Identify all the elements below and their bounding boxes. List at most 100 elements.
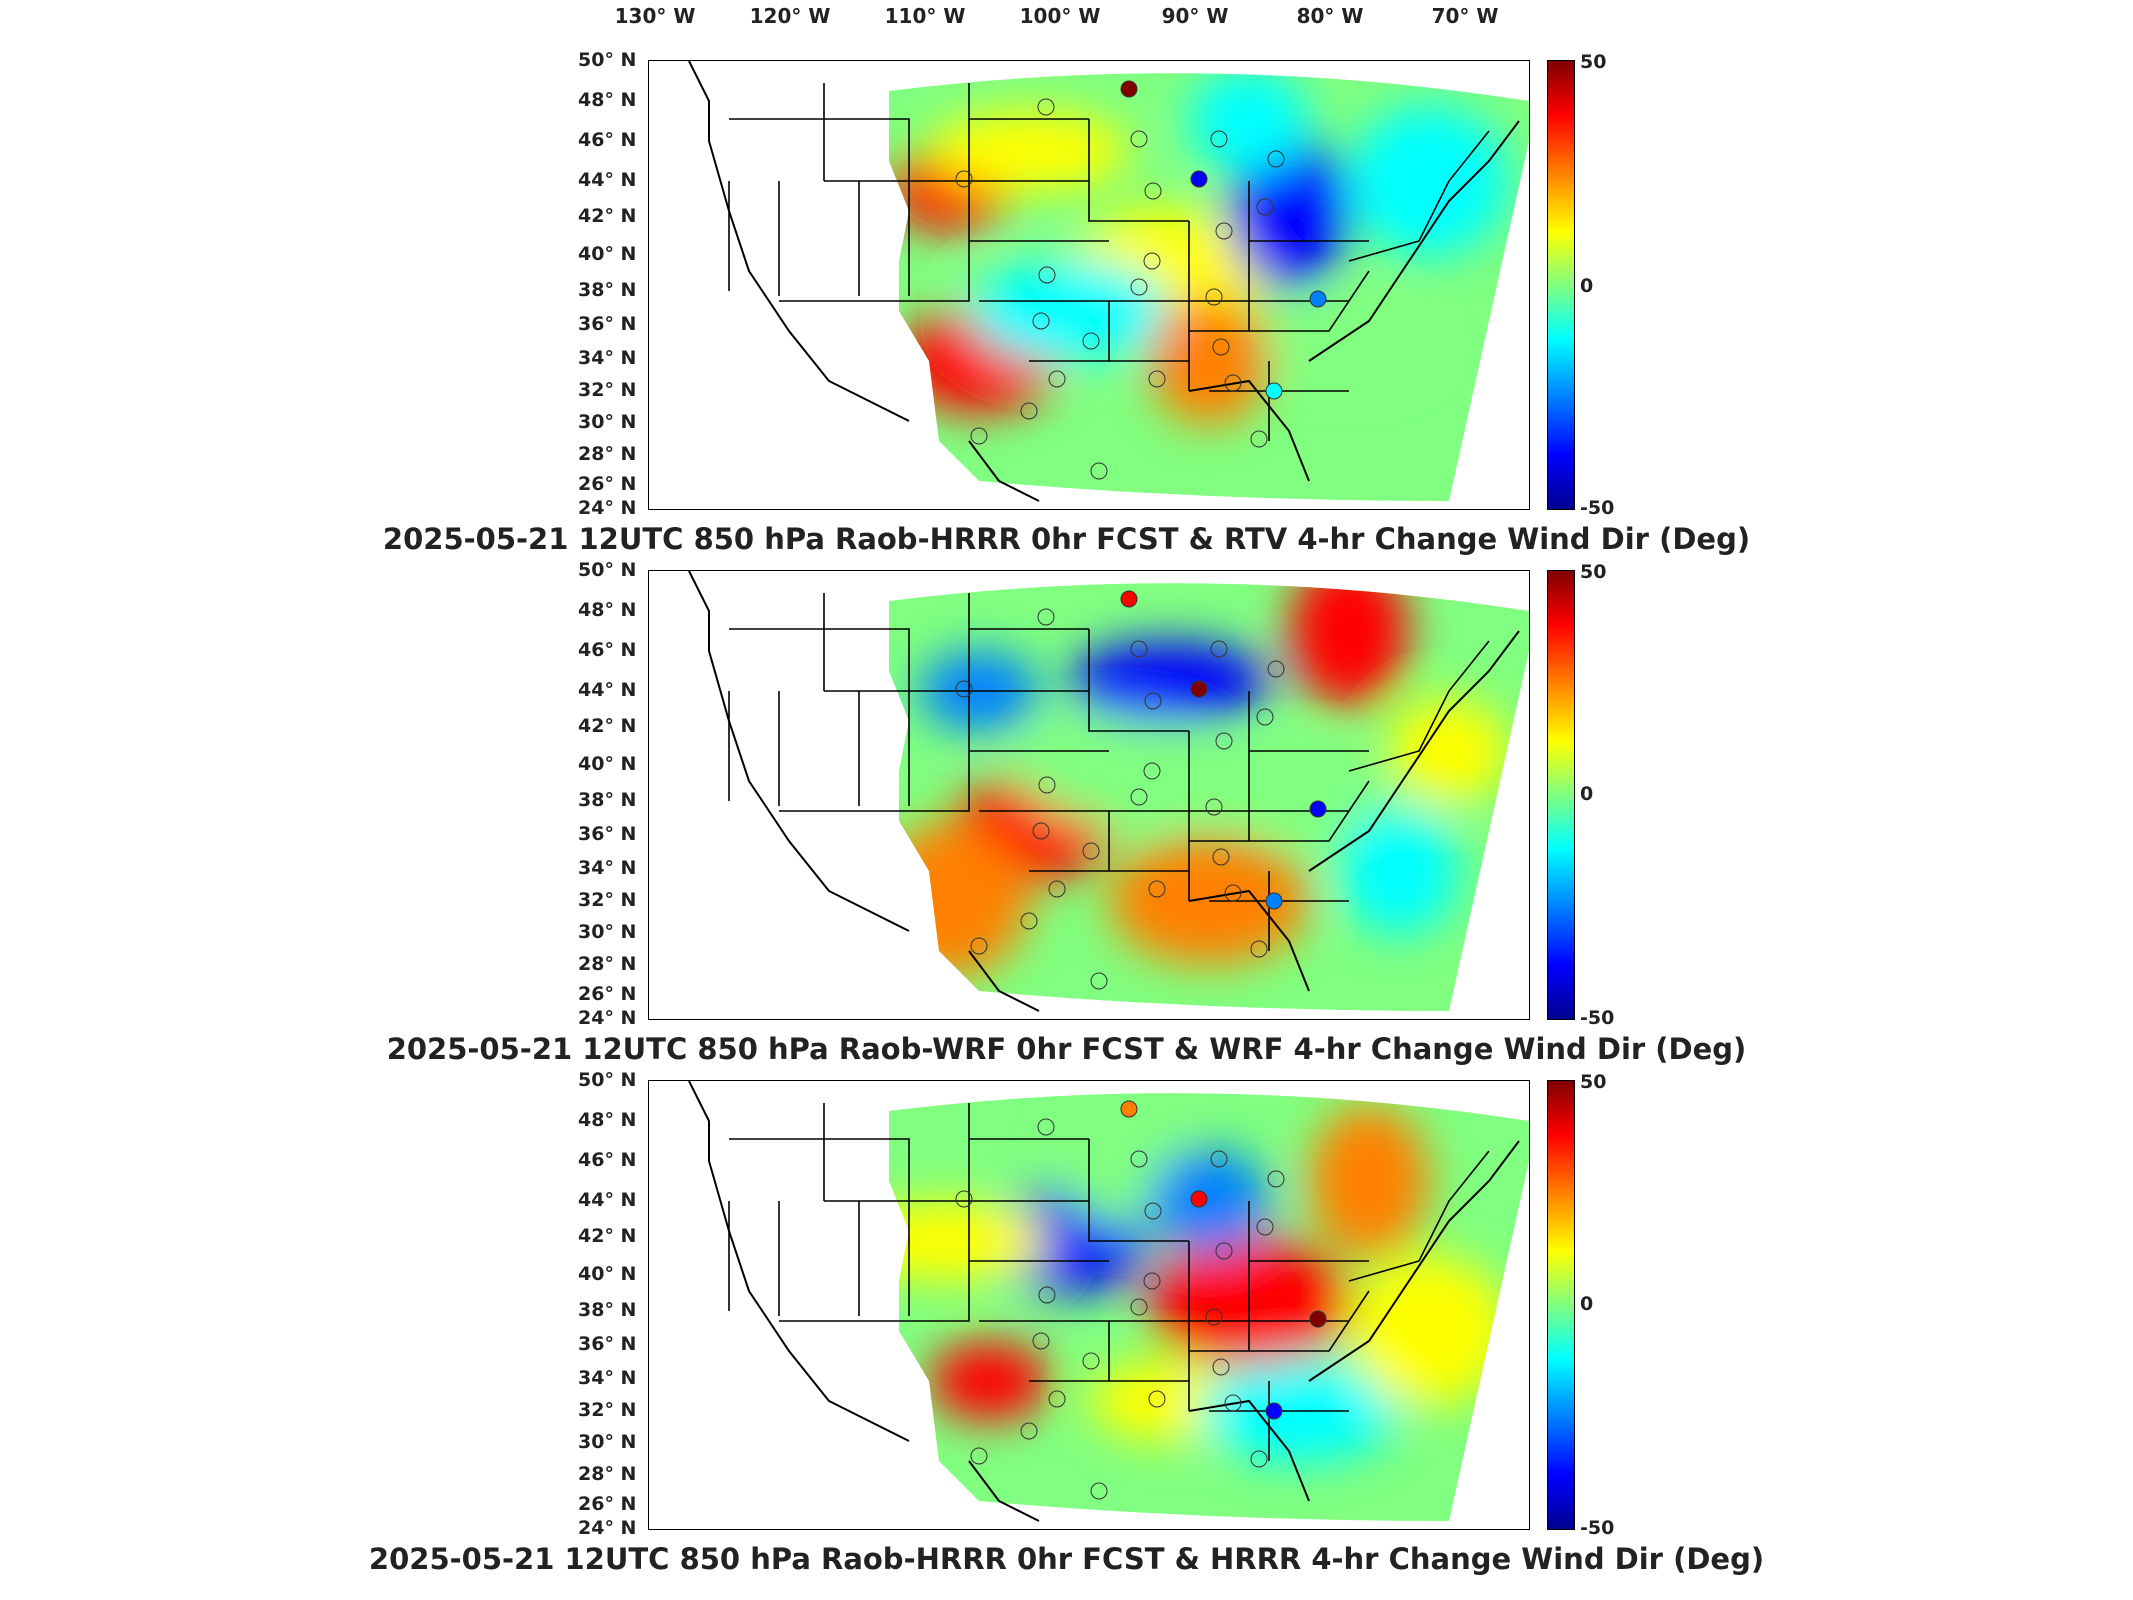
- raob-station-marker: [1250, 940, 1268, 958]
- lat-label: 42° N: [578, 205, 637, 227]
- raob-station-marker: [1212, 338, 1230, 356]
- raob-station-marker: [1037, 1118, 1055, 1136]
- raob-station-marker: [1210, 130, 1228, 148]
- raob-station-marker: [1130, 1150, 1148, 1168]
- lat-label: 38° N: [578, 789, 637, 811]
- field-blob: [1309, 1105, 1429, 1257]
- lat-label: 26° N: [578, 983, 637, 1005]
- raob-station-marker: [1212, 848, 1230, 866]
- field-blob: [1389, 699, 1509, 803]
- field-blob: [1339, 807, 1459, 935]
- lat-label: 40° N: [578, 753, 637, 775]
- raob-station-marker: [955, 1190, 973, 1208]
- raob-station-marker: [1020, 912, 1038, 930]
- field-blob: [1289, 583, 1409, 707]
- panel-title: 2025-05-21 12UTC 850 hPa Raob-HRRR 0hr F…: [368, 1542, 1765, 1576]
- field-blob: [889, 1201, 1049, 1281]
- colorbar-mid: 0: [1580, 783, 1594, 805]
- field-blob: [929, 1341, 1049, 1421]
- field-blob: [1069, 641, 1269, 721]
- wind-change-field: [889, 583, 1529, 1011]
- raob-station-marker: [1250, 430, 1268, 448]
- field-blob: [1269, 301, 1429, 381]
- coastline: [688, 61, 1520, 502]
- raob-station-marker: [1143, 252, 1161, 270]
- lat-label: 50° N: [578, 49, 637, 71]
- raob-station-marker: [1210, 1150, 1228, 1168]
- lat-label: 30° N: [578, 411, 637, 433]
- lat-label: 24° N: [578, 1517, 637, 1539]
- raob-station-marker: [1020, 1422, 1038, 1440]
- lat-label: 34° N: [578, 1367, 637, 1389]
- map-canvas: [648, 60, 1530, 510]
- map-canvas: [648, 1080, 1530, 1530]
- lat-label: 24° N: [578, 497, 637, 519]
- raob-station-marker: [1224, 374, 1242, 392]
- raob-station-marker: [1205, 798, 1223, 816]
- lon-label: 120° W: [749, 4, 831, 28]
- lat-label: 28° N: [578, 953, 637, 975]
- raob-station-marker: [1120, 590, 1138, 608]
- colorbar: [1547, 570, 1575, 1020]
- field-blob: [889, 825, 1029, 977]
- longitude-axis: 130° W 120° W 110° W 100° W 90° W 80° W …: [0, 4, 2133, 44]
- lat-label: 38° N: [578, 279, 637, 301]
- lat-label: 40° N: [578, 1263, 637, 1285]
- raob-station-marker: [1309, 290, 1327, 308]
- raob-station-marker: [1224, 884, 1242, 902]
- raob-station-marker: [1267, 1170, 1285, 1188]
- raob-station-marker: [1038, 776, 1056, 794]
- lat-label: 36° N: [578, 823, 637, 845]
- raob-station-marker: [1120, 80, 1138, 98]
- raob-station-marker: [1250, 1450, 1268, 1468]
- raob-station-marker: [1190, 1190, 1208, 1208]
- lon-label: 80° W: [1296, 4, 1364, 28]
- colorbar: [1547, 60, 1575, 510]
- lat-label: 34° N: [578, 347, 637, 369]
- panel-title: 2025-05-21 12UTC 850 hPa Raob-HRRR 0hr F…: [382, 522, 1751, 556]
- raob-station-marker: [1215, 222, 1233, 240]
- panel-title: 2025-05-21 12UTC 850 hPa Raob-WRF 0hr FC…: [386, 1032, 1747, 1066]
- raob-station-marker: [1190, 170, 1208, 188]
- colorbar-max: 50: [1580, 1071, 1607, 1093]
- lat-label: 46° N: [578, 639, 637, 661]
- wind-change-field: [889, 73, 1529, 501]
- raob-station-marker: [1130, 130, 1148, 148]
- colorbar-min: -50: [1580, 497, 1615, 519]
- raob-station-marker: [1082, 842, 1100, 860]
- lon-label: 110° W: [884, 4, 966, 28]
- raob-station-marker: [1090, 1482, 1108, 1500]
- lat-label: 50° N: [578, 1069, 637, 1091]
- lat-label: 50° N: [578, 559, 637, 581]
- raob-station-marker: [1032, 822, 1050, 840]
- raob-station-marker: [1256, 708, 1274, 726]
- lat-label: 32° N: [578, 379, 637, 401]
- colorbar: [1547, 1080, 1575, 1530]
- raob-station-marker: [1224, 1394, 1242, 1412]
- lat-label: 32° N: [578, 1399, 637, 1421]
- lat-label: 24° N: [578, 1007, 637, 1029]
- raob-station-marker: [1130, 1298, 1148, 1316]
- lat-label: 40° N: [578, 243, 637, 265]
- lat-label: 46° N: [578, 129, 637, 151]
- field-blob: [969, 259, 1169, 363]
- lon-label: 130° W: [614, 4, 696, 28]
- colorbar-min: -50: [1580, 1517, 1615, 1539]
- raob-station-marker: [1148, 1390, 1166, 1408]
- field-blob: [1349, 105, 1509, 257]
- raob-station-marker: [1143, 1272, 1161, 1290]
- lat-label: 26° N: [578, 1493, 637, 1515]
- raob-station-marker: [1265, 1402, 1283, 1420]
- colorbar-mid: 0: [1580, 275, 1594, 297]
- raob-station-marker: [1205, 1308, 1223, 1326]
- lon-label: 70° W: [1431, 4, 1499, 28]
- raob-station-marker: [955, 680, 973, 698]
- lat-label: 44° N: [578, 679, 637, 701]
- raob-station-marker: [1265, 382, 1283, 400]
- raob-station-marker: [1148, 370, 1166, 388]
- lat-label: 36° N: [578, 1333, 637, 1355]
- lat-label: 44° N: [578, 169, 637, 191]
- raob-station-marker: [1265, 892, 1283, 910]
- raob-station-marker: [1037, 98, 1055, 116]
- lat-label: 44° N: [578, 1189, 637, 1211]
